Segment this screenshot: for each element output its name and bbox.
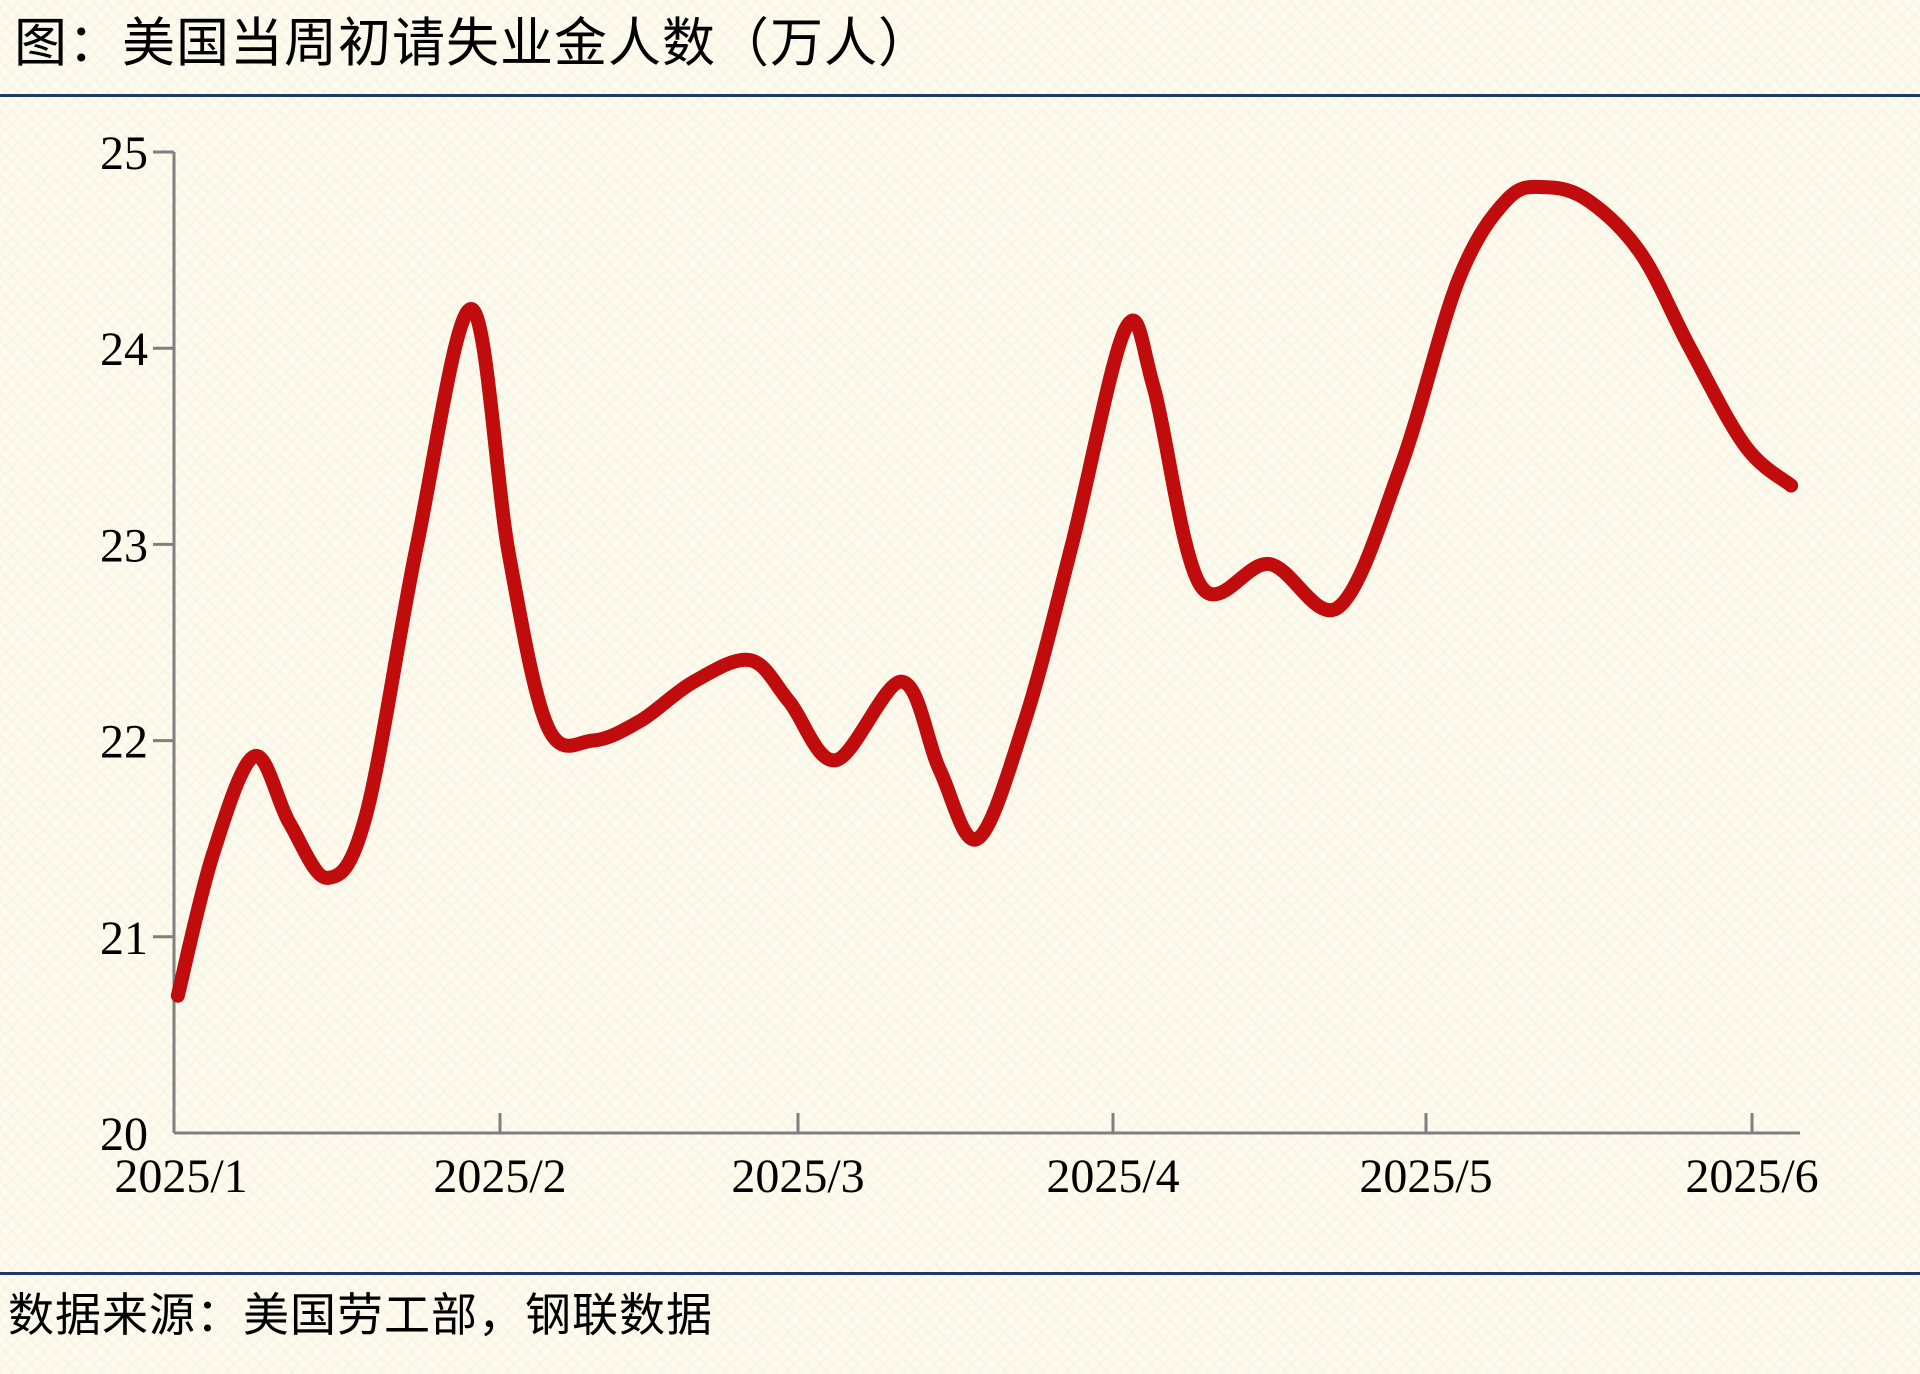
source-note: 数据来源：美国劳工部，钢联数据: [8, 1290, 713, 1341]
x-tick-label: 2025/2: [433, 1150, 566, 1203]
title-divider-rule: [0, 94, 1920, 97]
x-tick-label: 2025/5: [1359, 1150, 1492, 1203]
y-tick-label: 25: [100, 127, 148, 180]
page-title: 图：美国当周初请失业金人数（万人）: [14, 15, 932, 73]
series-line: [170, 179, 1799, 1003]
y-tick-label: 22: [100, 716, 148, 769]
x-tick-label: 2025/6: [1685, 1150, 1818, 1203]
y-tick-label: 23: [100, 519, 148, 572]
y-tick-label: 21: [100, 912, 148, 965]
y-tick-label: 24: [100, 323, 148, 376]
x-tick-label: 2025/4: [1046, 1150, 1179, 1203]
x-tick-label: 2025/3: [731, 1150, 864, 1203]
x-tick-label: 2025/1: [114, 1150, 247, 1203]
y-tick-label: 20: [100, 1108, 148, 1161]
footer-divider-rule: [0, 1272, 1920, 1275]
